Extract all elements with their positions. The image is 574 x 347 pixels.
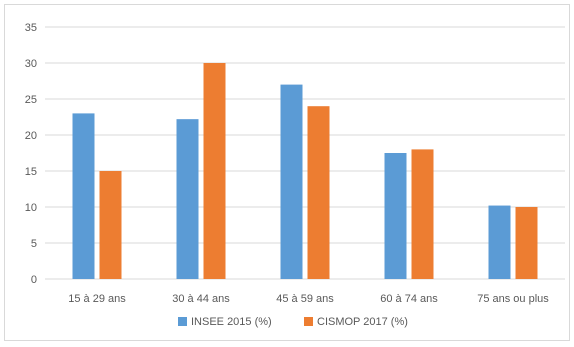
y-axis-ticks: 0 5 10 15 20 25 30 35	[25, 22, 37, 286]
y-tick-label: 0	[31, 274, 37, 286]
y-tick-label: 25	[25, 94, 37, 106]
chart-frame: 0 5 10 15 20 25 30 35 15 à 29 ans 30 à 44 ans 45 …	[4, 4, 570, 341]
x-tick-label: 60 à 74 ans	[380, 293, 438, 305]
bar-insee-0	[72, 113, 95, 280]
x-tick-label: 75 ans ou plus	[477, 293, 549, 305]
legend: INSEE 2015 (%) CISMOP 2017 (%)	[178, 316, 408, 328]
y-tick-label: 35	[25, 22, 37, 34]
bars	[72, 63, 538, 280]
legend-swatch	[304, 317, 313, 326]
y-tick-label: 15	[25, 166, 37, 178]
gridlines	[45, 26, 565, 280]
x-tick-label: 30 à 44 ans	[172, 293, 230, 305]
y-tick-label: 5	[31, 238, 37, 250]
bar-insee-4	[488, 205, 511, 279]
bar-cismop-1	[203, 63, 226, 279]
bar-insee-1	[176, 119, 199, 279]
y-tick-label: 10	[25, 202, 37, 214]
bar-insee-2	[280, 84, 303, 279]
bar-cismop-0	[99, 171, 122, 279]
y-tick-label: 30	[25, 58, 37, 70]
bar-cismop-2	[307, 106, 330, 279]
y-tick-label: 20	[25, 130, 37, 142]
legend-label: CISMOP 2017 (%)	[317, 316, 408, 328]
legend-swatch	[178, 317, 187, 326]
x-tick-label: 15 à 29 ans	[68, 293, 126, 305]
bar-chart: 0 5 10 15 20 25 30 35 15 à 29 ans 30 à 44 ans 45 …	[25, 22, 565, 328]
bar-cismop-3	[411, 149, 434, 279]
bar-insee-3	[384, 153, 407, 279]
x-tick-label: 45 à 59 ans	[276, 293, 334, 305]
bar-cismop-4	[515, 207, 538, 279]
x-axis-ticks: 15 à 29 ans 30 à 44 ans 45 à 59 ans 60 à 74…	[68, 293, 549, 305]
legend-label: INSEE 2015 (%)	[191, 316, 272, 328]
